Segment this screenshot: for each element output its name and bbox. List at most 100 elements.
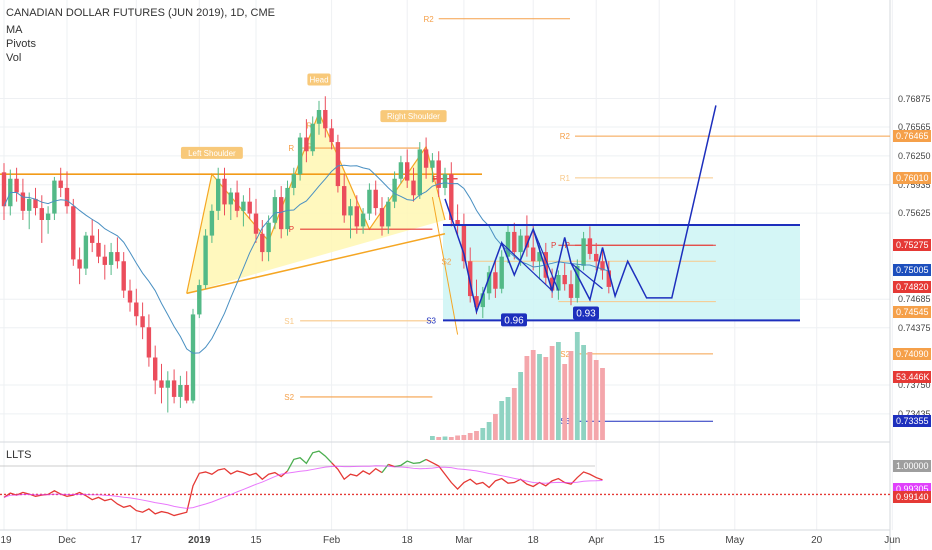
candle-body bbox=[216, 178, 221, 211]
candle-body bbox=[58, 180, 63, 188]
llts-title[interactable]: LLTS bbox=[6, 449, 32, 461]
price-tag: 0.75275 bbox=[893, 239, 931, 252]
candle-body bbox=[594, 253, 599, 262]
pattern-label: R bbox=[306, 142, 312, 151]
price-tag: 0.75005 bbox=[893, 263, 931, 276]
volume-bar bbox=[518, 372, 523, 440]
price-tick-label: 0.76565 bbox=[898, 121, 931, 132]
candle-body bbox=[190, 314, 196, 401]
candle-body bbox=[90, 235, 95, 243]
candle-body bbox=[203, 235, 208, 286]
chart-symbol-title[interactable]: CANADIAN DOLLAR FUTURES (JUN 2019), 1D, … bbox=[6, 7, 275, 19]
pivot-label: P bbox=[551, 241, 556, 250]
indicator-label-vol[interactable]: Vol bbox=[6, 52, 22, 64]
candle-body bbox=[102, 256, 107, 265]
time-tick-label: 18 bbox=[527, 535, 539, 546]
price-tick-label: 0.73750 bbox=[898, 380, 931, 390]
ratio-label-bg bbox=[501, 313, 527, 327]
pivot-label: S2 bbox=[442, 257, 452, 266]
indicator-label-ma[interactable]: MA bbox=[6, 24, 23, 36]
pattern-label-bg bbox=[380, 110, 447, 123]
time-tick-label: 2019 bbox=[188, 535, 211, 546]
volume-bar bbox=[530, 350, 536, 440]
volume-bar bbox=[556, 342, 561, 440]
volume-bar bbox=[537, 354, 542, 440]
candle-body bbox=[209, 210, 215, 236]
candle-body bbox=[140, 316, 145, 328]
candle-body bbox=[159, 380, 164, 388]
candle-body bbox=[480, 293, 485, 308]
volume-bar bbox=[442, 436, 448, 440]
pattern-label: Left Shoulder bbox=[188, 149, 236, 158]
candle-body bbox=[241, 201, 246, 211]
candle-body bbox=[430, 160, 435, 168]
llts-line bbox=[3, 467, 288, 517]
volume-bar bbox=[593, 360, 599, 440]
llts-ma-line bbox=[3, 465, 603, 509]
pattern-label: Right Shoulder bbox=[387, 112, 440, 121]
candle-body bbox=[518, 235, 523, 253]
candle-body bbox=[379, 208, 385, 227]
time-tick-label: 15 bbox=[653, 535, 665, 546]
candle-body bbox=[134, 302, 139, 317]
volume-bar bbox=[587, 352, 593, 440]
volume-bar bbox=[448, 437, 454, 440]
time-tick-label: 20 bbox=[811, 535, 823, 546]
price-candles bbox=[1, 96, 611, 413]
candle-body bbox=[20, 192, 26, 211]
candle-body bbox=[468, 261, 473, 297]
candle-body bbox=[575, 265, 580, 298]
candle-body bbox=[392, 178, 397, 202]
candle-body bbox=[531, 247, 536, 262]
candle-body bbox=[423, 149, 429, 168]
volume-bar bbox=[467, 433, 473, 440]
time-tick-label: 17 bbox=[130, 535, 142, 546]
volume-bar bbox=[549, 346, 555, 440]
pivot-label: R bbox=[288, 144, 294, 153]
candle-body bbox=[222, 178, 227, 205]
candle-body bbox=[499, 256, 504, 289]
candle-body bbox=[354, 206, 359, 227]
candle-body bbox=[556, 275, 561, 291]
candle-body bbox=[83, 235, 89, 269]
candle-body bbox=[348, 206, 353, 216]
candle-body bbox=[234, 192, 240, 211]
price-tag: 0.76465 bbox=[893, 130, 931, 143]
candle-body bbox=[537, 252, 542, 262]
candle-body bbox=[184, 385, 189, 401]
candle-body bbox=[335, 142, 341, 187]
price-tag: 53.446K bbox=[893, 370, 931, 383]
candle-body bbox=[45, 213, 51, 220]
candle-body bbox=[228, 192, 233, 205]
candle-body bbox=[386, 201, 391, 227]
pivot-label: S2 bbox=[560, 350, 570, 359]
breakdown-line bbox=[431, 196, 459, 335]
candle-body bbox=[27, 198, 32, 211]
indicator-label-pivots[interactable]: Pivots bbox=[6, 38, 36, 50]
price-tick-label: 0.74375 bbox=[898, 322, 931, 333]
candle-body bbox=[33, 198, 38, 209]
candle-body bbox=[405, 162, 410, 181]
candle-body bbox=[512, 231, 517, 253]
price-tag: 0.76010 bbox=[893, 171, 931, 184]
candle-body bbox=[165, 380, 170, 388]
pivot-label: S1 bbox=[284, 317, 294, 326]
candle-body bbox=[316, 110, 322, 124]
projection-zigzag bbox=[444, 105, 717, 315]
candle-body bbox=[360, 213, 366, 227]
price-tick-label: 0.75625 bbox=[898, 208, 931, 219]
moving-average bbox=[3, 164, 609, 354]
llts-line bbox=[394, 458, 427, 468]
volume-bar bbox=[430, 436, 435, 440]
candle-body bbox=[455, 220, 460, 225]
pattern-label: R bbox=[306, 121, 312, 130]
candle-body bbox=[549, 277, 555, 291]
time-tick-label: 19 bbox=[0, 535, 12, 546]
candle-body bbox=[568, 284, 574, 298]
candle-body bbox=[505, 231, 511, 257]
volume-bar bbox=[511, 388, 517, 440]
volume-bar bbox=[600, 368, 605, 440]
llts-value-tag: 0.99140 bbox=[893, 491, 931, 504]
volume-bar bbox=[436, 437, 442, 440]
